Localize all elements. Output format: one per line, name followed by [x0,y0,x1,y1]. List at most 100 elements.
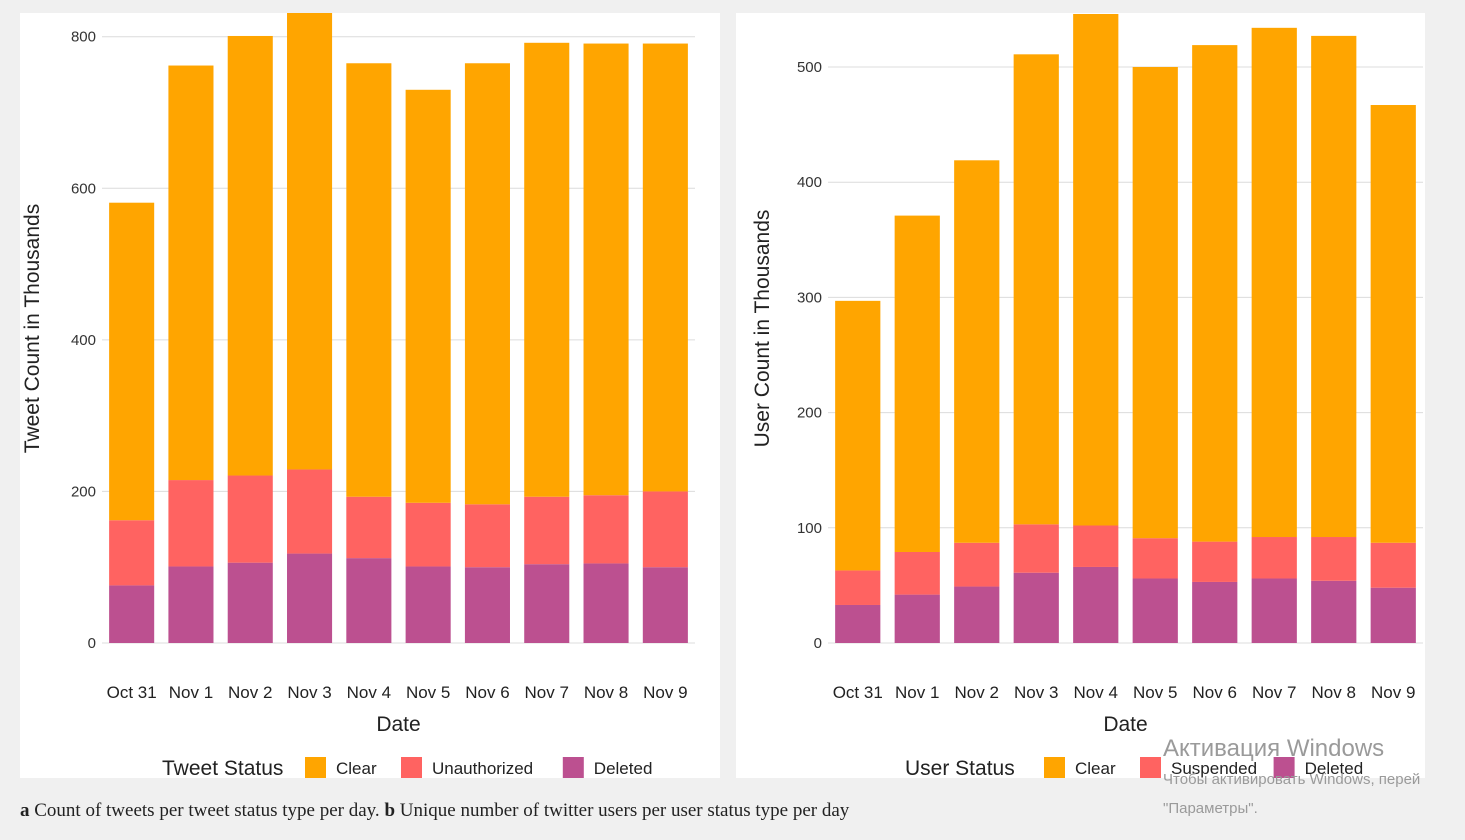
legend-label-deleted: Deleted [1305,759,1364,778]
bar-clear-oct-31 [835,300,881,571]
bar-unauthorized-oct-31 [109,520,155,586]
bar-clear-nov-3 [287,11,333,470]
caption-a-letter: a [20,800,30,821]
legend-swatch-suspended [1140,757,1161,778]
watermark-line-2: "Параметры". [1163,800,1258,817]
bar-clear-nov-1 [168,65,214,481]
y-tick-label: 0 [88,635,96,652]
bar-unauthorized-nov-8 [583,495,629,564]
legend-label-suspended: Suspended [1171,759,1257,778]
y-tick-label: 500 [797,59,822,76]
x-tick-label: Nov 5 [406,683,450,702]
figure-caption: a Count of tweets per tweet status type … [20,800,849,822]
bar-unauthorized-nov-1 [168,480,214,567]
bar-deleted-nov-2 [954,586,1000,643]
bar-deleted-nov-7 [524,564,570,643]
legend-swatch-clear [305,757,326,778]
x-tick-label: Nov 6 [1193,683,1237,702]
bar-clear-nov-6 [1192,45,1238,542]
x-tick-label: Nov 3 [1014,683,1058,702]
bar-clear-oct-31 [109,202,155,521]
bar-deleted-nov-6 [464,567,510,643]
user-status-chart: 0 100 200 300 400 500 Oct 31 Nov 1 Nov 2 Nov 3 Nov… [751,14,1423,780]
bar-unauthorized-nov-7 [524,496,570,565]
bar-unauthorized-nov-5 [405,502,451,567]
tweet-status-chart: 0 200 400 600 800 Oct 31 Nov 1 Nov 2 Nov 3 Nov 4 N… [21,11,695,780]
legend-title: User Status [905,757,1015,778]
bar-suspended-nov-8 [1311,537,1357,581]
x-tick-label: Nov 7 [525,683,569,702]
x-tick-label: Nov 8 [1312,683,1356,702]
x-tick-label: Nov 6 [465,683,509,702]
bar-deleted-nov-1 [894,594,940,643]
y-axis-title: User Count in Thousands [751,210,774,448]
bar-unauthorized-nov-6 [464,504,510,568]
x-tick-label: Nov 2 [228,683,272,702]
legend-swatch-deleted [1273,757,1295,778]
y-tick-label: 600 [71,180,96,197]
bar-suspended-nov-4 [1073,525,1119,567]
caption-b-text: Unique number of twitter users per user … [395,800,850,821]
bar-clear-nov-5 [405,89,451,503]
bar-clear-nov-7 [1251,27,1297,538]
y-tick-label: 800 [71,29,96,46]
legend-swatch-clear [1044,757,1065,778]
bar-clear-nov-4 [1073,14,1119,526]
bar-deleted-nov-8 [1311,580,1357,643]
bar-deleted-oct-31 [835,604,881,643]
bar-deleted-oct-31 [109,585,155,643]
bar-clear-nov-8 [583,43,629,496]
bar-deleted-nov-3 [287,553,333,643]
x-tick-label: Nov 1 [169,683,213,702]
y-tick-label: 200 [71,483,96,500]
caption-b-letter: b [384,800,396,821]
caption-a-text: Count of tweets per tweet status type pe… [29,800,385,821]
x-tick-label: Oct 31 [833,683,883,702]
y-tick-label: 300 [797,289,822,306]
bar-deleted-nov-9 [1370,587,1416,643]
bar-deleted-nov-1 [168,566,214,643]
y-axis-title: Tweet Count in Thousands [21,204,44,453]
y-tick-label: 400 [71,332,96,349]
x-tick-label: Nov 4 [347,683,391,702]
bar-clear-nov-2 [227,35,273,476]
bar-clear-nov-2 [954,160,1000,543]
bar-unauthorized-nov-9 [642,491,688,568]
x-tick-label: Oct 31 [107,683,157,702]
bar-suspended-nov-3 [1013,524,1059,573]
bar-clear-nov-3 [1013,54,1059,525]
x-tick-label: Nov 2 [955,683,999,702]
bar-suspended-nov-6 [1192,541,1238,582]
legend-title: Tweet Status [162,757,283,778]
bar-suspended-nov-7 [1251,537,1297,579]
bar-clear-nov-6 [464,63,510,505]
x-tick-label: Nov 8 [584,683,628,702]
bar-deleted-nov-8 [583,563,629,643]
bar-clear-nov-9 [642,43,688,492]
chart-panel-a: 0 200 400 600 800 Oct 31 Nov 1 Nov 2 Nov 3 Nov 4 N… [20,11,720,780]
bar-deleted-nov-4 [1073,566,1119,643]
x-tick-label: Nov 1 [895,683,939,702]
bar-clear-nov-9 [1370,105,1416,543]
x-tick-label: Nov 9 [1371,683,1415,702]
bar-unauthorized-nov-2 [227,475,273,563]
bar-suspended-nov-2 [954,542,1000,587]
windows-activation-watermark: Активация Windows Чтобы активировать Win… [1163,735,1420,821]
bar-suspended-nov-1 [894,551,940,595]
bar-clear-nov-4 [346,63,392,497]
bar-clear-nov-5 [1132,66,1178,539]
x-axis-title: Date [376,713,420,736]
legend-swatch-unauthorized [401,757,422,778]
legend-label-unauthorized: Unauthorized [432,759,533,778]
x-tick-label: Nov 9 [643,683,687,702]
watermark-title: Активация Windows [1163,735,1385,762]
bar-unauthorized-nov-4 [346,496,392,559]
x-tick-label: Nov 4 [1074,683,1118,702]
x-axis-title: Date [1103,713,1147,736]
bar-deleted-nov-7 [1251,578,1297,643]
bar-deleted-nov-4 [346,558,392,643]
legend-label-clear: Clear [336,759,377,778]
y-tick-label: 0 [814,635,822,652]
legend-label-clear: Clear [1075,759,1116,778]
legend-label-deleted: Deleted [594,759,653,778]
